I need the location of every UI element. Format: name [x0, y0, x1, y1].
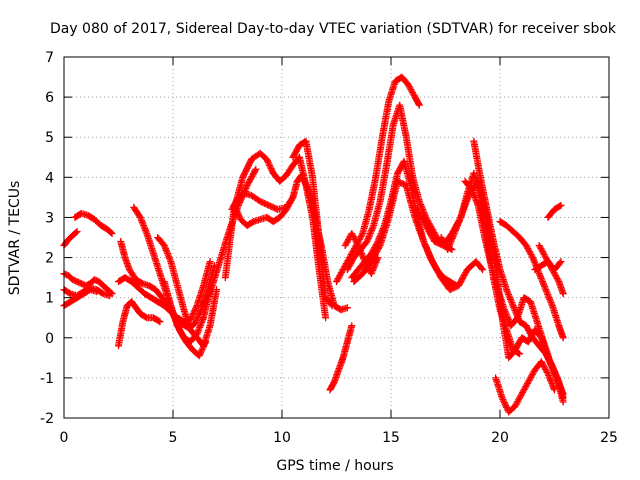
x-tick-label: 0	[60, 430, 69, 446]
y-tick-label: -1	[40, 371, 54, 387]
x-tick-label: 25	[600, 430, 618, 446]
data-series-markers	[154, 234, 221, 350]
y-tick-label: 2	[45, 251, 54, 267]
x-tick-label: 10	[273, 430, 291, 446]
data-points	[60, 73, 567, 416]
x-tick-label: 5	[169, 430, 178, 446]
data-series-markers	[535, 242, 567, 298]
y-tick-label: 6	[45, 90, 54, 106]
y-axis-label: SDTVAR / TECUs	[7, 181, 23, 296]
data-series-markers	[326, 322, 356, 394]
data-series-markers	[470, 137, 567, 402]
y-tick-label: 5	[45, 130, 54, 146]
data-series-markers	[492, 358, 558, 416]
plot-frame	[63, 56, 610, 419]
x-axis-label: GPS time / hours	[276, 458, 393, 474]
data-series-markers	[115, 298, 164, 350]
y-tick-label: 0	[45, 331, 54, 347]
data-series-markers	[341, 230, 382, 278]
chart-title: Day 080 of 2017, Sidereal Day-to-day VTE…	[50, 21, 617, 37]
data-series-markers	[333, 73, 423, 286]
data-series-markers	[544, 201, 565, 221]
y-tick-label: 1	[45, 291, 54, 307]
y-tick-label: 7	[45, 50, 54, 66]
y-tick-label: -2	[40, 411, 54, 427]
x-tick-label: 15	[382, 430, 400, 446]
data-series-markers	[200, 165, 260, 310]
data-series-markers	[71, 209, 116, 237]
grid-lines	[64, 57, 609, 418]
y-tick-label: 3	[45, 210, 54, 226]
data-series-markers	[350, 177, 487, 294]
y-tick-label: 4	[45, 170, 54, 186]
y-axis-ticks: -2 -1 0 1 2 3 4 5 6 7	[40, 50, 609, 427]
x-axis-ticks: 0 5 10 15 20 25	[60, 57, 618, 446]
data-series-markers	[289, 137, 336, 310]
x-tick-label: 20	[491, 430, 509, 446]
data-series-markers	[343, 101, 456, 274]
